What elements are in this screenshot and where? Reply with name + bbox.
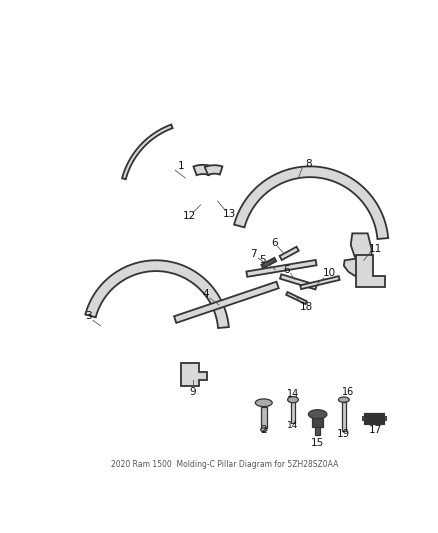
Text: 7: 7 [251, 249, 257, 259]
Text: 2: 2 [261, 425, 267, 435]
Ellipse shape [339, 397, 349, 402]
Text: 13: 13 [223, 209, 236, 219]
Text: 5: 5 [260, 255, 266, 265]
Polygon shape [174, 281, 279, 323]
Text: 2020 Ram 1500  Molding-C Pillar Diagram for 5ZH28SZ0AA: 2020 Ram 1500 Molding-C Pillar Diagram f… [111, 460, 338, 469]
Text: 18: 18 [300, 302, 313, 311]
FancyBboxPatch shape [315, 427, 320, 435]
Polygon shape [194, 165, 212, 175]
Polygon shape [280, 274, 317, 289]
Polygon shape [351, 233, 371, 270]
Polygon shape [356, 255, 385, 287]
Text: 15: 15 [311, 438, 324, 448]
Text: 1: 1 [178, 161, 185, 172]
Polygon shape [181, 363, 207, 386]
Text: 12: 12 [183, 212, 196, 221]
Text: 10: 10 [323, 269, 336, 278]
Ellipse shape [288, 397, 298, 403]
Text: 4: 4 [203, 289, 209, 299]
Text: 8: 8 [305, 159, 312, 169]
FancyBboxPatch shape [342, 402, 346, 431]
Text: 19: 19 [337, 429, 350, 439]
Polygon shape [85, 260, 229, 328]
FancyBboxPatch shape [364, 413, 384, 424]
Text: 14: 14 [287, 389, 299, 399]
Polygon shape [122, 125, 173, 179]
Ellipse shape [308, 410, 327, 419]
Polygon shape [286, 292, 307, 304]
Text: 6: 6 [271, 238, 278, 248]
Ellipse shape [261, 428, 267, 432]
Text: 3: 3 [86, 311, 92, 321]
FancyBboxPatch shape [261, 407, 267, 428]
FancyBboxPatch shape [361, 416, 364, 421]
Polygon shape [279, 247, 299, 260]
Polygon shape [246, 260, 317, 277]
Text: 11: 11 [369, 244, 382, 254]
Text: 9: 9 [190, 387, 196, 397]
Ellipse shape [255, 399, 272, 407]
FancyBboxPatch shape [384, 416, 386, 421]
Text: 14: 14 [287, 422, 299, 430]
Polygon shape [261, 258, 276, 268]
Text: 17: 17 [369, 425, 382, 435]
FancyBboxPatch shape [312, 418, 323, 427]
Text: 6: 6 [283, 264, 290, 274]
Polygon shape [234, 166, 388, 239]
Text: 16: 16 [343, 387, 355, 397]
Polygon shape [205, 165, 223, 175]
Polygon shape [344, 258, 364, 276]
Polygon shape [300, 276, 339, 289]
FancyBboxPatch shape [291, 400, 295, 423]
